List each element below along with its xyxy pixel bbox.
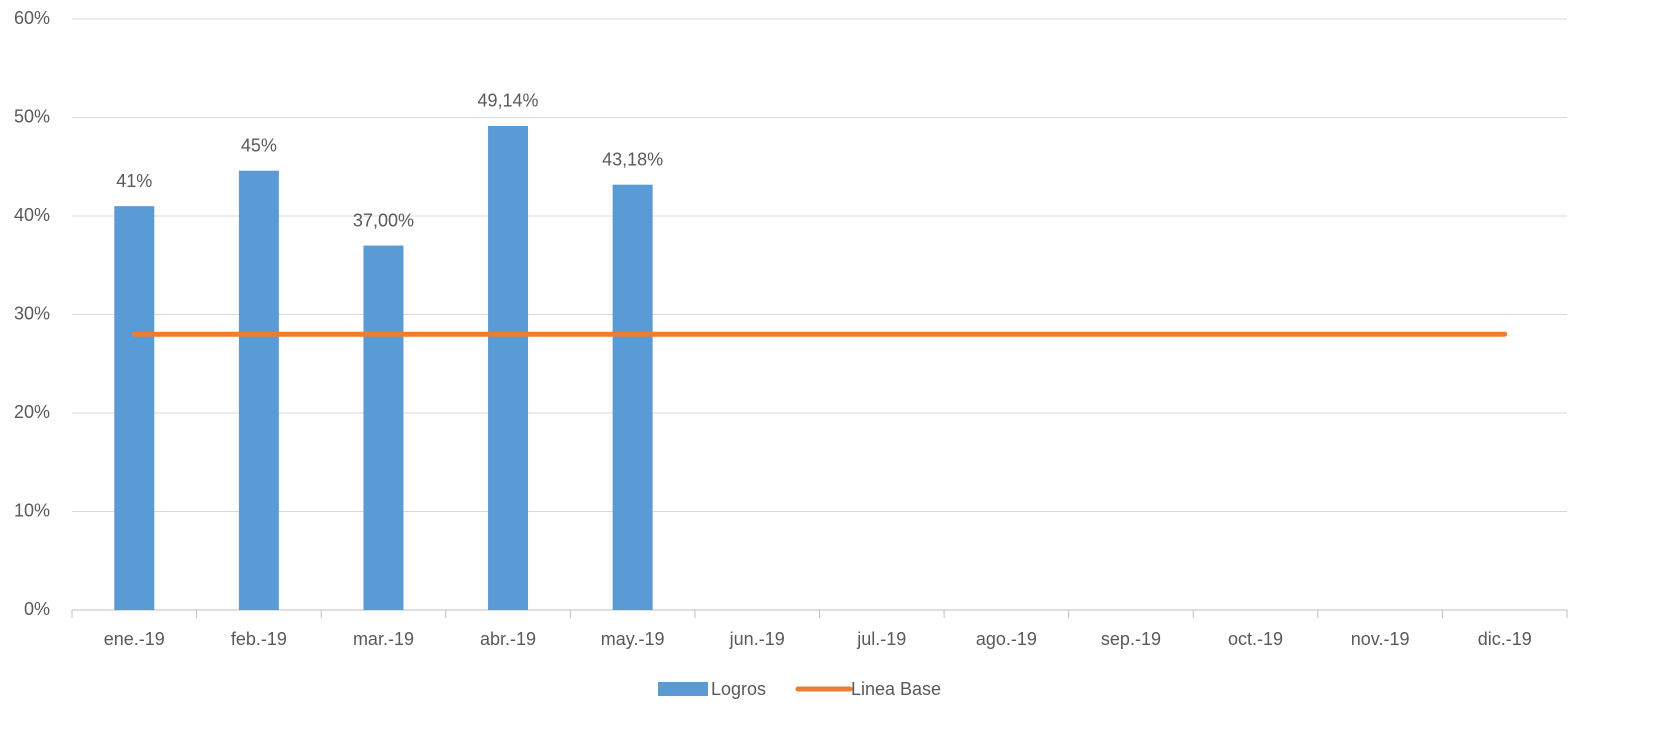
bar [114, 206, 154, 610]
y-tick-label: 20% [14, 402, 50, 422]
legend-swatch [658, 682, 708, 696]
x-tick-label: ago.-19 [976, 629, 1037, 649]
x-tick-label: abr.-19 [480, 629, 536, 649]
x-tick-label: nov.-19 [1351, 629, 1410, 649]
legend-label: Linea Base [851, 679, 941, 699]
data-label: 49,14% [478, 91, 539, 111]
data-label: 41% [116, 171, 152, 191]
x-tick-label: dic.-19 [1478, 629, 1532, 649]
x-tick-label: jun.-19 [729, 629, 785, 649]
x-tick-label: may.-19 [601, 629, 665, 649]
y-tick-label: 50% [14, 106, 50, 126]
data-label: 37,00% [353, 210, 414, 230]
data-label: 43,18% [602, 149, 663, 169]
page: {"chart_data": {"type": "bar-line", "cat… [0, 0, 1667, 744]
x-tick-label: sep.-19 [1101, 629, 1161, 649]
bar [613, 185, 653, 610]
bar [488, 126, 528, 610]
x-tick-label: feb.-19 [231, 629, 287, 649]
y-tick-label: 30% [14, 303, 50, 323]
y-tick-label: 0% [24, 599, 50, 619]
bar [239, 171, 279, 610]
bar [363, 246, 403, 610]
y-tick-label: 40% [14, 205, 50, 225]
x-tick-label: oct.-19 [1228, 629, 1283, 649]
y-tick-label: 10% [14, 500, 50, 520]
legend-label: Logros [711, 679, 766, 699]
y-tick-label: 60% [14, 8, 50, 28]
x-tick-label: jul.-19 [856, 629, 906, 649]
data-label: 45% [241, 135, 277, 155]
chart: 0% 10% 20% 30% 40% 50% 60% ene.-19 feb.-19 mar.-1… [0, 0, 1667, 744]
x-tick-label: ene.-19 [104, 629, 165, 649]
x-tick-label: mar.-19 [353, 629, 414, 649]
